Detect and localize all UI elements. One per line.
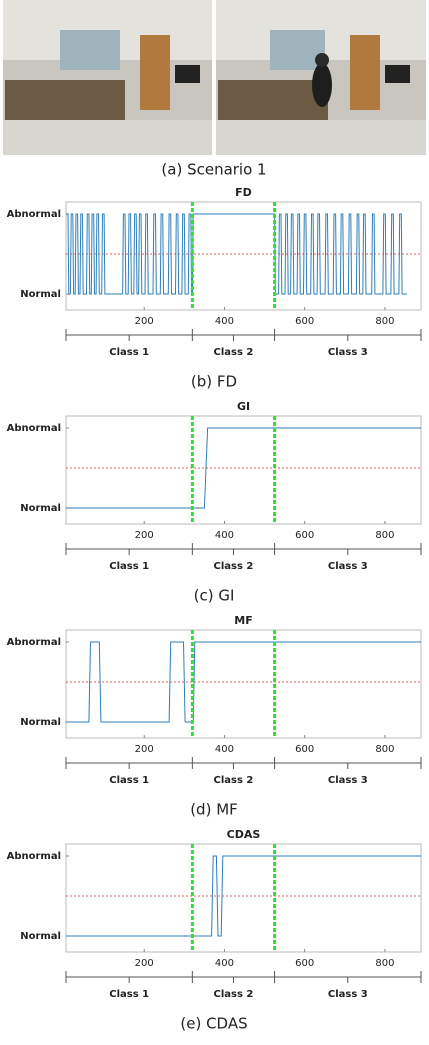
photo-caption: (a) Scenario 1	[161, 161, 266, 179]
x-tick-label: 600	[295, 958, 314, 969]
scenario-photos	[3, 0, 426, 155]
chart-caption: (d) MF	[190, 801, 238, 819]
data-line	[66, 855, 421, 937]
y-tick-label: Abnormal	[7, 851, 61, 862]
x-tick-label: 200	[135, 316, 154, 327]
x-tick-label: 600	[295, 744, 314, 755]
x-tick-label: 800	[375, 530, 394, 541]
class-label: Class 1	[109, 561, 149, 572]
x-tick-label: 200	[135, 744, 154, 755]
x-tick-label: 200	[135, 958, 154, 969]
plot-frame	[65, 415, 422, 525]
x-tick-label: 600	[295, 316, 314, 327]
y-tick-label: Normal	[20, 503, 61, 514]
x-tick-label: 200	[135, 530, 154, 541]
y-tick-label: Normal	[20, 717, 61, 728]
x-tick-label: 400	[215, 744, 234, 755]
x-tick-label: 400	[215, 316, 234, 327]
data-line	[66, 427, 421, 509]
x-tick-label: 400	[215, 530, 234, 541]
class-label: Class 2	[214, 561, 254, 572]
chart-title: MF	[234, 614, 252, 627]
chart-title: GI	[237, 400, 250, 413]
y-tick-label: Normal	[20, 931, 61, 942]
plot-frame	[65, 843, 422, 953]
x-tick-label: 400	[215, 958, 234, 969]
y-tick-label: Normal	[20, 289, 61, 300]
class-label: Class 1	[109, 347, 149, 358]
x-tick-label: 600	[295, 530, 314, 541]
chart-caption: (e) CDAS	[180, 1015, 247, 1033]
class-label: Class 1	[109, 775, 149, 786]
class-label: Class 2	[214, 347, 254, 358]
plot-frame	[65, 629, 422, 739]
class-label: Class 3	[328, 775, 368, 786]
class-label: Class 1	[109, 989, 149, 1000]
class-label: Class 3	[328, 989, 368, 1000]
class-label: Class 2	[214, 989, 254, 1000]
y-tick-label: Abnormal	[7, 637, 61, 648]
class-label: Class 3	[328, 347, 368, 358]
chart-title: CDAS	[227, 828, 261, 841]
chart-caption: (b) FD	[191, 373, 237, 391]
chart-caption: (c) GI	[194, 587, 235, 605]
chart-title: FD	[235, 186, 252, 199]
y-tick-label: Abnormal	[7, 209, 61, 220]
class-label: Class 3	[328, 561, 368, 572]
x-tick-label: 800	[375, 958, 394, 969]
x-tick-label: 800	[375, 744, 394, 755]
plot-frame	[65, 201, 422, 311]
y-tick-label: Abnormal	[7, 423, 61, 434]
class-label: Class 2	[214, 775, 254, 786]
x-tick-label: 800	[375, 316, 394, 327]
